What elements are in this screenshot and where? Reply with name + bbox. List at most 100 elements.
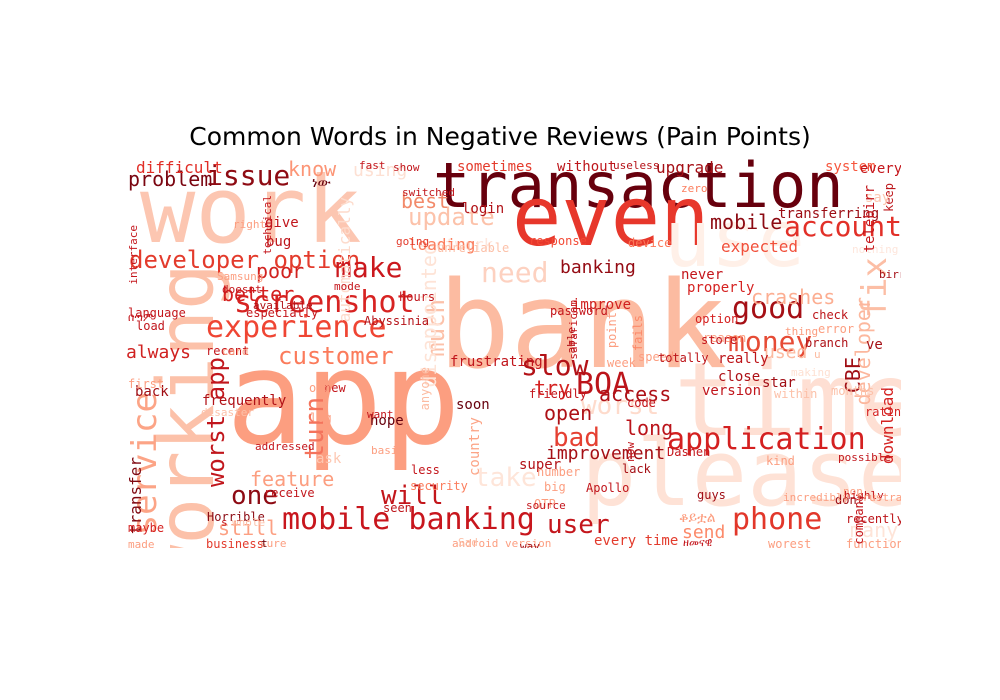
word-13: developer option: [129, 246, 361, 274]
word-56: automatically: [335, 197, 354, 323]
word-90: guys: [697, 488, 726, 502]
word-97: Horrible: [207, 510, 265, 524]
word-185: በጣም: [128, 311, 154, 324]
word-35: one: [231, 481, 278, 511]
word-47: mobile: [710, 210, 783, 234]
word-176: incredibly frustrating: [783, 491, 901, 504]
word-78: back: [135, 384, 169, 400]
word-52: still: [218, 516, 279, 540]
word-50: always: [126, 342, 192, 363]
word-179: safaricom: [567, 300, 580, 360]
word-1: bank: [438, 257, 727, 396]
word-116: give: [265, 215, 299, 231]
word-146: basic: [371, 444, 405, 457]
word-130: load: [136, 319, 165, 333]
word-63: expected: [721, 237, 799, 256]
word-38: take: [474, 463, 537, 493]
word-34: long: [625, 416, 674, 440]
word-27: issue: [206, 159, 291, 192]
word-45: crashes: [751, 285, 836, 309]
word-81: close: [718, 369, 761, 385]
word-174: interface: [127, 225, 140, 285]
word-160: android version: [452, 537, 552, 548]
word-135: code: [627, 396, 656, 410]
word-10: application: [667, 422, 866, 457]
word-55: network: [426, 235, 494, 254]
word-37: user: [547, 510, 610, 540]
word-49: better: [222, 282, 295, 306]
word-169: anyone: [418, 367, 432, 411]
word-18: slow: [521, 349, 589, 382]
word-171: store: [701, 333, 738, 347]
word-12: screenshot: [234, 285, 415, 320]
word-143: sure: [260, 537, 287, 548]
word-76: difficult: [136, 158, 223, 177]
word-41: try: [534, 376, 571, 400]
word-187: ቆይቷል: [679, 510, 716, 526]
word-159: highly: [844, 489, 884, 502]
word-178: fast: [359, 159, 386, 172]
word-7: use: [664, 195, 805, 285]
word-103: never: [681, 267, 724, 283]
word-162: t: [261, 537, 268, 548]
word-25: make: [335, 251, 403, 284]
word-80: really: [718, 351, 769, 367]
word-105: improve: [572, 297, 632, 313]
word-132: speed: [638, 350, 675, 364]
word-94: worest: [768, 537, 812, 548]
word-172: making: [791, 366, 831, 379]
word-36: will: [381, 481, 444, 511]
word-124: Samsung: [217, 270, 264, 283]
word-144: card: [222, 345, 249, 358]
word-22: update: [408, 203, 495, 231]
word-100: less: [411, 463, 440, 477]
word-154: within: [774, 387, 818, 401]
word-69: upgrade: [656, 158, 724, 177]
word-170: now: [624, 442, 637, 462]
word-58: send: [682, 522, 726, 543]
word-98: receive: [264, 486, 315, 500]
word-62: loading: [408, 235, 476, 254]
word-153: kind: [766, 454, 795, 468]
word-182: whole: [232, 516, 266, 529]
word-102: ask: [316, 451, 342, 467]
word-95: business: [206, 537, 264, 548]
word-96: maybe: [128, 521, 165, 535]
word-112: rating: [865, 405, 901, 419]
word-31: best: [401, 189, 450, 213]
word-128: hours: [399, 290, 436, 304]
word-71: response: [529, 234, 587, 248]
word-2: transaction: [433, 157, 844, 222]
word-127: Abyssinia: [364, 314, 430, 328]
word-104: properly: [687, 280, 755, 296]
word-0: app: [226, 322, 461, 474]
word-123: show: [393, 161, 420, 174]
word-150: Apollo: [586, 481, 630, 495]
word-30: using: [353, 160, 408, 181]
word-118: right: [233, 218, 267, 231]
word-65: transferring: [778, 206, 880, 222]
word-149: big: [544, 480, 566, 494]
word-84: recent: [206, 344, 250, 358]
word-129: language: [128, 306, 186, 320]
word-99: seen: [383, 501, 412, 515]
word-86: soon: [456, 397, 490, 413]
word-85: hope: [370, 413, 404, 429]
word-138: first: [128, 377, 165, 391]
word-168: old: [309, 381, 331, 395]
word-101: security: [410, 479, 468, 493]
word-173: thing: [785, 325, 819, 338]
word-188: ዘመናዊ: [683, 536, 713, 548]
word-21: worst app: [202, 357, 230, 488]
word-11: experience: [206, 310, 387, 345]
word-51: feature: [250, 467, 335, 491]
word-75: every time: [594, 533, 679, 548]
word-66: sometimes: [457, 159, 533, 175]
word-109: check: [812, 308, 849, 322]
word-165: ve: [866, 337, 883, 353]
word-121: zero: [681, 182, 708, 195]
word-110: branch: [805, 336, 849, 350]
word-77: frequently: [202, 393, 287, 409]
word-68: useless: [613, 159, 660, 172]
